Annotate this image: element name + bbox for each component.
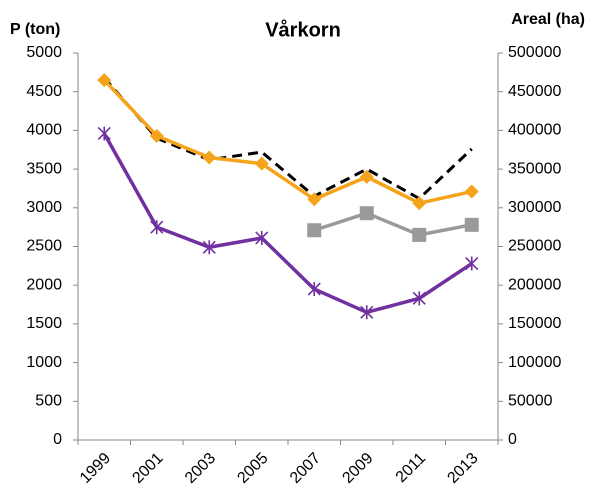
marker [412, 227, 427, 242]
y2-tick-label: 500000 [508, 44, 561, 61]
y2-axis-title: Areal (ha) [511, 11, 585, 28]
y-tick-label: 500 [35, 393, 62, 410]
y2-tick-label: 300000 [508, 199, 561, 216]
marker [202, 150, 217, 165]
series-line [102, 78, 473, 205]
y2-tick-label: 200000 [508, 276, 561, 293]
y-tick-label: 4500 [26, 83, 62, 100]
marker [360, 305, 374, 320]
marker [149, 128, 164, 143]
x-tick-label: 2011 [393, 450, 429, 486]
marker [412, 196, 427, 211]
marker [465, 256, 479, 271]
marker [412, 291, 426, 306]
series-line [103, 76, 473, 201]
y-tick-label: 5000 [26, 44, 62, 61]
marker [150, 220, 164, 235]
y-tick-label: 3500 [26, 160, 62, 177]
marker [359, 169, 374, 184]
y-tick-label: 2000 [26, 276, 62, 293]
x-tick-label: 2009 [339, 450, 376, 487]
x-tick-label: 1999 [77, 450, 114, 487]
y2-tick-label: 100000 [508, 354, 561, 371]
x-tick-label: 2001 [129, 450, 166, 487]
y-tick-label: 1500 [26, 315, 62, 332]
marker [202, 240, 216, 255]
y2-tick-label: 450000 [508, 83, 561, 100]
y-tick-label: 0 [53, 431, 62, 448]
y-tick-label: 3000 [26, 199, 62, 216]
y2-tick-label: 250000 [508, 238, 561, 255]
x-tick-label: 2007 [287, 450, 324, 487]
y2-tick-label: 0 [508, 431, 517, 448]
marker [254, 156, 269, 171]
chart-title: Vårkorn [265, 18, 341, 41]
series-line [313, 211, 473, 237]
x-tick-label: 2005 [234, 450, 271, 487]
marker [97, 73, 112, 88]
y-tick-label: 4000 [26, 122, 62, 139]
marker [307, 192, 322, 207]
marker [464, 217, 479, 232]
y2-tick-label: 150000 [508, 315, 561, 332]
marker [307, 223, 322, 238]
marker [255, 230, 269, 245]
marker [307, 282, 321, 297]
y2-tick-label: 400000 [508, 122, 561, 139]
marker [97, 126, 111, 141]
marker [359, 206, 374, 221]
x-tick-label: 2003 [182, 450, 219, 487]
y-axis-title: P (ton) [10, 21, 60, 38]
y-tick-label: 2500 [26, 238, 62, 255]
x-tick-label: 2013 [444, 450, 481, 487]
y2-tick-label: 350000 [508, 160, 561, 177]
y-tick-label: 1000 [26, 354, 62, 371]
y2-tick-label: 50000 [508, 393, 553, 410]
series-line [102, 132, 473, 315]
marker [464, 184, 479, 199]
